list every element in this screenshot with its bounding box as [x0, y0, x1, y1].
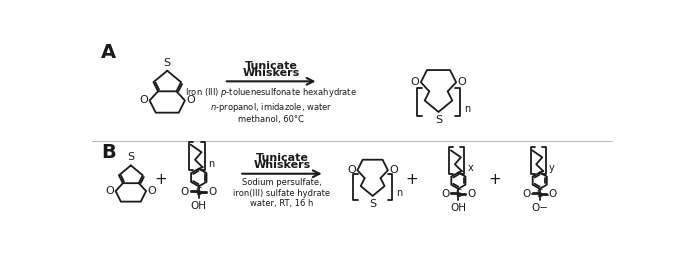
Text: O: O: [441, 189, 449, 199]
Text: S: S: [127, 152, 135, 162]
Text: n: n: [464, 104, 470, 114]
Text: n: n: [396, 188, 403, 198]
Text: O: O: [186, 95, 195, 106]
Text: Sodium persulfate,
iron(III) sulfate hydrate
water, RT, 16 h: Sodium persulfate, iron(III) sulfate hyd…: [234, 178, 330, 208]
Text: O: O: [522, 189, 531, 199]
Text: +: +: [488, 172, 502, 187]
Text: Tunicate: Tunicate: [245, 61, 297, 71]
Text: y: y: [549, 163, 554, 173]
Text: O−: O−: [531, 203, 548, 213]
Text: O: O: [148, 186, 157, 196]
Text: O: O: [347, 165, 356, 175]
Text: x: x: [467, 163, 473, 173]
Text: S: S: [537, 189, 543, 199]
Text: Tunicate: Tunicate: [256, 153, 308, 163]
Text: O: O: [411, 77, 419, 87]
Text: S: S: [196, 187, 202, 197]
Text: Whiskers: Whiskers: [254, 160, 311, 170]
Text: OH: OH: [451, 203, 466, 213]
Text: S: S: [369, 199, 376, 209]
Text: OH: OH: [191, 201, 207, 211]
Text: O: O: [467, 189, 475, 199]
Text: Iron (III) $p$-toluenesulfonate hexahydrate
$n$-propanol, imidazole, water
metha: Iron (III) $p$-toluenesulfonate hexahydr…: [185, 86, 357, 124]
Text: A: A: [102, 43, 117, 62]
Text: B: B: [102, 143, 116, 162]
Text: O: O: [458, 77, 466, 87]
Text: +: +: [405, 172, 418, 187]
Text: +: +: [155, 172, 168, 187]
Text: O: O: [549, 189, 557, 199]
Text: O: O: [105, 186, 114, 196]
Text: O: O: [390, 165, 398, 175]
Text: O: O: [139, 95, 148, 106]
Text: S: S: [435, 115, 442, 125]
Text: S: S: [164, 58, 171, 68]
Text: O: O: [208, 187, 216, 197]
Text: S: S: [455, 189, 462, 199]
Text: O: O: [181, 187, 189, 197]
Text: n: n: [208, 159, 214, 169]
Text: Whiskers: Whiskers: [243, 68, 300, 78]
